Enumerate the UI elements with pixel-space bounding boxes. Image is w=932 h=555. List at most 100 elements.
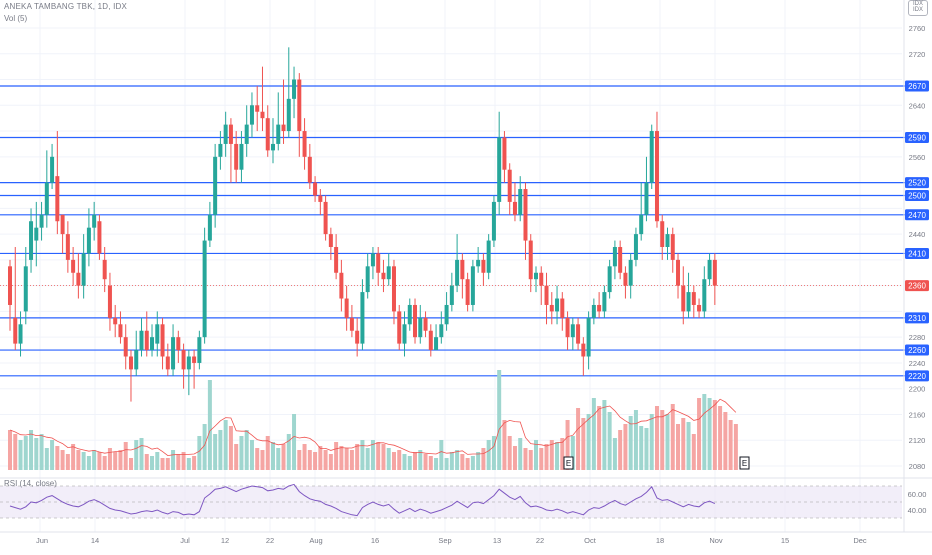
- candle-body: [223, 124, 228, 144]
- time-tick-label: 15: [781, 536, 789, 545]
- candle-body: [118, 324, 123, 338]
- level-badge: [905, 247, 929, 259]
- candle-body: [8, 266, 12, 305]
- candle-body: [160, 324, 165, 357]
- time-axis: Jun 14 Jul 12 22 Aug 16 Sep 13 22 Oct 18 Nov 15 Dec: [0, 531, 932, 545]
- candle-body: [334, 247, 339, 273]
- volume-bar: [491, 436, 496, 470]
- volume-bar: [623, 424, 628, 470]
- volume-bar: [428, 456, 433, 470]
- level-badge-label: 2500: [908, 191, 926, 200]
- candle-body: [86, 227, 91, 254]
- rsi-pane: [0, 477, 932, 519]
- price-axis: 2670 2590 2520 2500 2470 2410 2310 2260 2220 2360…: [903, 0, 929, 532]
- volume-bar: [202, 424, 207, 470]
- candle-body: [307, 156, 312, 183]
- volume-bar: [728, 420, 733, 470]
- candle-body: [144, 330, 149, 351]
- candle-body: [197, 337, 202, 363]
- volume-bar: [144, 454, 149, 470]
- time-tick-label: 22: [266, 536, 274, 545]
- candle-body: [360, 292, 365, 344]
- candle-body: [92, 214, 97, 228]
- candle-body: [686, 292, 691, 312]
- candle-body: [23, 266, 28, 312]
- earnings-marker-box[interactable]: [563, 456, 574, 470]
- volume-bar: [302, 444, 307, 470]
- volume-bar: [107, 448, 112, 470]
- candle-body: [565, 317, 570, 338]
- volume-bar: [334, 442, 339, 470]
- level-badge-label: 2310: [908, 314, 926, 323]
- candle-body: [323, 201, 328, 235]
- time-tick-label: 14: [91, 536, 99, 545]
- volume-bars: [8, 370, 738, 470]
- volume-bar: [23, 436, 28, 470]
- price-tick-label: 2240: [909, 359, 926, 368]
- candle-body: [265, 118, 270, 151]
- candle-body: [318, 195, 323, 202]
- volume-bar: [18, 440, 23, 470]
- volume-bar: [418, 450, 423, 470]
- candle-body: [44, 182, 49, 215]
- level-badge: [905, 209, 929, 221]
- candle-body: [544, 285, 549, 305]
- volume-bar: [213, 434, 218, 470]
- price-tick-label: 2160: [909, 410, 926, 419]
- volume-bar: [486, 440, 491, 470]
- level-badge: [905, 344, 929, 356]
- earnings-marker-box[interactable]: [739, 456, 750, 470]
- candle-body: [181, 350, 186, 370]
- volume-ma-line: [9, 398, 737, 457]
- volume-bar: [549, 440, 554, 470]
- candle-body: [707, 259, 712, 280]
- volume-bar: [186, 458, 191, 470]
- candle-body: [497, 137, 502, 202]
- candle-body: [434, 337, 439, 351]
- volume-bar: [697, 398, 702, 470]
- volume-bar: [150, 456, 155, 470]
- volume-bar: [218, 430, 223, 470]
- candle-body: [534, 272, 538, 280]
- volume-bar: [339, 446, 344, 470]
- time-tick-label: Oct: [584, 536, 597, 545]
- level-badge-label: 2260: [908, 346, 926, 355]
- candle-body: [128, 356, 133, 370]
- candle-body: [102, 259, 107, 280]
- level-badge-label: 2470: [908, 211, 926, 220]
- volume-bar: [665, 414, 670, 470]
- volume-bar: [407, 456, 412, 470]
- time-tick-label: Dec: [853, 536, 867, 545]
- exchange-logo-icon: IDX IDX: [908, 0, 928, 16]
- candle-body: [518, 189, 523, 215]
- candle-body: [612, 247, 617, 267]
- candle-body: [502, 137, 507, 170]
- time-tick-label: Sep: [438, 536, 451, 545]
- earnings-marker-label[interactable]: E: [566, 459, 571, 468]
- candle-body: [113, 317, 118, 325]
- earnings-marker-label[interactable]: E: [742, 459, 747, 468]
- volume-bar: [81, 452, 86, 470]
- candle-body: [644, 182, 649, 215]
- candle-body: [576, 324, 581, 344]
- volume-label: Vol (5): [4, 14, 28, 23]
- volume-bar: [92, 450, 97, 470]
- candle-body: [602, 292, 607, 312]
- volume-bar: [586, 414, 591, 470]
- price-tick-label: 2080: [909, 462, 926, 471]
- candle-body: [150, 337, 155, 351]
- volume-bar: [44, 448, 49, 470]
- volume-bar: [439, 440, 444, 470]
- candle-body: [460, 259, 465, 280]
- volume-bar: [654, 406, 659, 470]
- candle-body: [228, 124, 233, 144]
- candle-body: [476, 259, 481, 267]
- volume-bar: [733, 424, 738, 470]
- candle-body: [407, 304, 412, 325]
- candle-body: [286, 98, 291, 132]
- volume-bar: [681, 418, 686, 470]
- candles: [8, 47, 717, 402]
- volume-bar: [65, 454, 70, 470]
